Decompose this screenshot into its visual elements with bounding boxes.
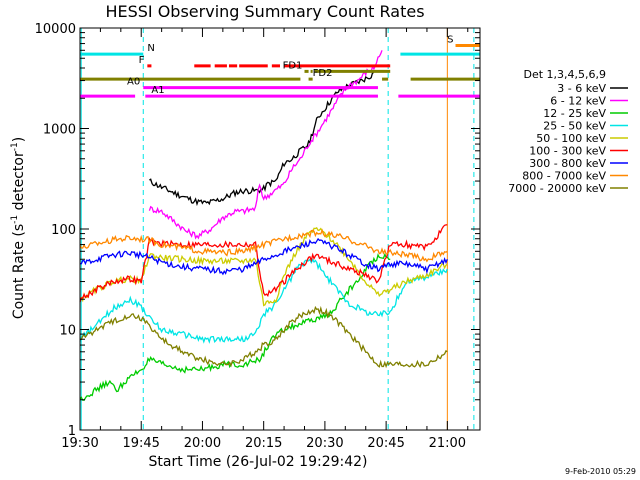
y-label-sup-2: -1	[10, 142, 20, 151]
x-tick-label: 21:00	[429, 436, 466, 451]
series-line	[79, 228, 448, 263]
y-tick-label: 1000	[43, 123, 76, 138]
series-line	[79, 224, 448, 303]
series-line	[79, 237, 448, 276]
legend-entry-label: 6 - 12 keV	[550, 95, 606, 108]
legend-entry-label: 12 - 25 keV	[543, 107, 606, 120]
legend-title: Det 1,3,4,5,6,9	[523, 68, 606, 81]
y-label-mid: detector	[11, 151, 27, 215]
legend-entry-label: 800 - 7000 keV	[522, 170, 606, 183]
chart-title: HESSI Observing Summary Count Rates	[105, 2, 424, 21]
x-tick-label: 20:00	[184, 436, 221, 451]
x-tick-label: 20:15	[245, 436, 282, 451]
state-bar-label: FD1	[283, 60, 303, 71]
footer-date-stamp: 9-Feb-2010 05:29	[565, 467, 636, 476]
x-axis-label: Start Time (26-Jul-02 19:29:42)	[148, 454, 367, 470]
series-line	[79, 258, 448, 344]
x-tick-label: 20:45	[367, 436, 404, 451]
state-bar-label: A1	[151, 85, 164, 96]
series-line	[149, 71, 374, 207]
y-label-main: Count Rate (s	[11, 224, 27, 319]
x-tick-label: 19:45	[122, 436, 159, 451]
state-bar-label: N	[147, 43, 154, 54]
legend-entry-label: 7000 - 20000 keV	[508, 182, 606, 195]
y-label-sup-1: -1	[10, 215, 20, 224]
legend-entry-label: 25 - 50 keV	[543, 120, 606, 133]
x-tick-label: 20:30	[306, 436, 343, 451]
legend-entry-label: 100 - 300 keV	[529, 145, 606, 158]
y-tick-label: 100	[51, 223, 76, 238]
y-label-end: )	[11, 137, 27, 142]
legend-entry-label: 300 - 800 keV	[529, 157, 606, 170]
state-bar-label: FD2	[313, 68, 333, 79]
series-line	[79, 305, 448, 369]
series-line	[79, 253, 391, 401]
state-bars-layer: NF S FD1 FD2 A0 A1	[80, 34, 480, 98]
state-bar-label: S	[447, 34, 453, 45]
axes: 19:30 19:45 20:00 20:15 20:30 20:45 21:00 1 10 10…	[35, 22, 481, 451]
state-bar-label: F	[139, 55, 145, 66]
y-tick-label: 1	[68, 424, 76, 439]
y-tick-label: 10000	[35, 22, 76, 37]
series-line	[148, 50, 383, 240]
series-layer	[79, 50, 448, 401]
series-line	[79, 227, 448, 307]
x-tick-label: 19:30	[61, 436, 98, 451]
legend-entry-label: 3 - 6 keV	[557, 82, 606, 95]
state-bar-label: A0	[127, 77, 140, 88]
y-axis-label: Count Rate (s-1 detector-1)	[10, 137, 27, 319]
legend-entry-label: 50 - 100 keV	[536, 132, 606, 145]
y-tick-label: 10	[59, 324, 76, 339]
